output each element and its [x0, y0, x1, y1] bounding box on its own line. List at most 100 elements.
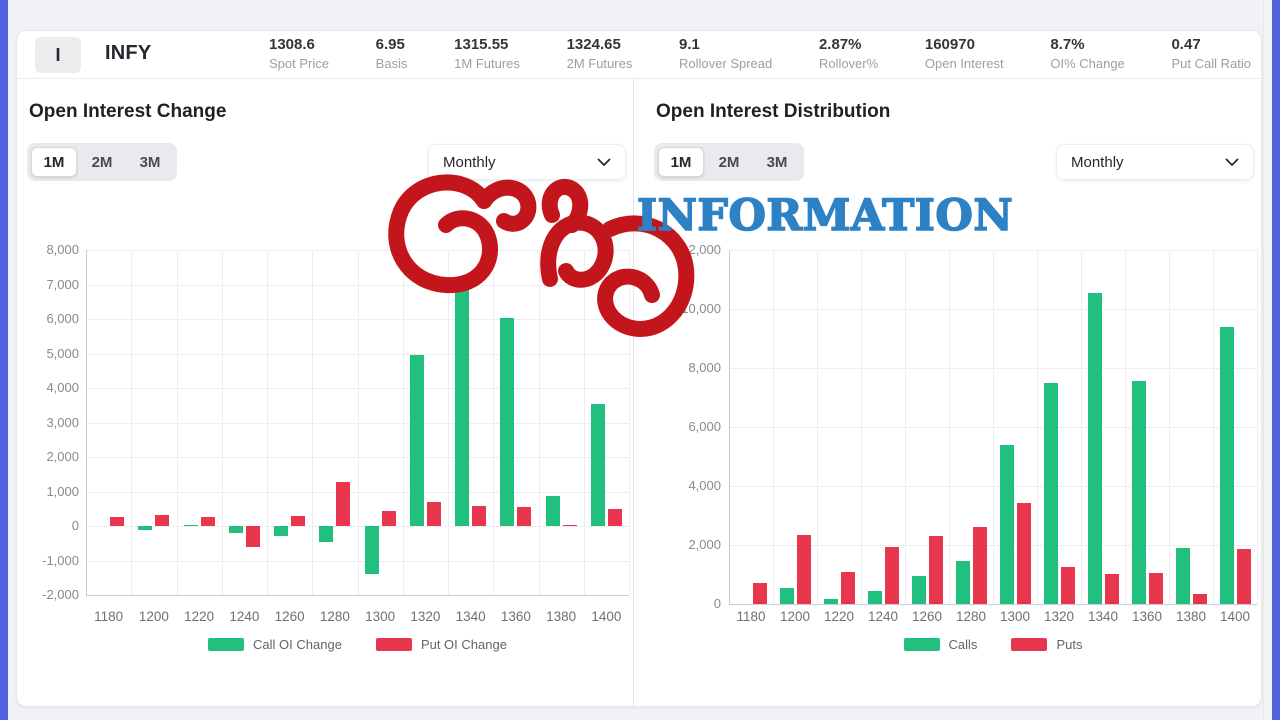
x-axis-label: 1400 [591, 609, 622, 624]
gridline-horizontal [729, 604, 1257, 605]
period-tab-2m[interactable]: 2M [91, 153, 113, 171]
bar-calls-1260[interactable] [911, 576, 926, 604]
period-tab-2m[interactable]: 2M [718, 153, 740, 171]
bar-put-oi-change-1260[interactable] [291, 516, 306, 526]
panel-divider [633, 79, 634, 706]
chart-legend: Call OI Change Put OI Change [86, 637, 629, 652]
x-axis-label: 1300 [365, 609, 396, 624]
header-stat: 1324.65 2M Futures [567, 36, 633, 71]
right-expiry-dropdown[interactable]: Monthly [1056, 144, 1254, 180]
bar-call-oi-change-1400[interactable] [590, 403, 605, 526]
header-stat: 6.95 Basis [376, 36, 408, 71]
x-axis-label: 1220 [823, 609, 855, 624]
x-axis-label: 1280 [955, 609, 987, 624]
bar-puts-1400[interactable] [1236, 548, 1251, 604]
bar-puts-1280[interactable] [972, 526, 987, 604]
bar-put-oi-change-1320[interactable] [426, 501, 441, 527]
x-axis-label: 1180 [94, 609, 124, 624]
y-axis-label: 0 [71, 518, 79, 533]
bar-put-oi-change-1400[interactable] [607, 508, 622, 527]
bar-puts-1220[interactable] [840, 571, 855, 604]
bar-puts-1360[interactable] [1148, 573, 1163, 604]
gridline-vertical [221, 250, 223, 595]
stat-label: 2M Futures [566, 56, 633, 71]
bar-puts-1180[interactable] [752, 583, 767, 604]
bar-put-oi-change-1280[interactable] [336, 482, 351, 526]
legend-item: Put OI Change [375, 637, 507, 652]
bar-put-oi-change-1200[interactable] [155, 515, 170, 526]
period-tab-3m[interactable]: 3M [139, 153, 161, 171]
bar-call-oi-change-1320[interactable] [409, 355, 424, 526]
left-expiry-dropdown[interactable]: Monthly [428, 144, 626, 180]
bar-calls-1220[interactable] [823, 599, 838, 604]
bar-calls-1380[interactable] [1175, 548, 1190, 604]
gridline-vertical [861, 250, 862, 604]
right-period-tabs: 1M 2M 3M [654, 143, 804, 181]
bar-call-oi-change-1260[interactable] [274, 526, 289, 537]
legend-item: Puts [1011, 637, 1082, 652]
x-axis-label: 1380 [546, 609, 577, 624]
bar-call-oi-change-1380[interactable] [545, 495, 560, 526]
bar-calls-1240[interactable] [867, 590, 882, 604]
gridline-vertical [131, 250, 133, 595]
bar-puts-1240[interactable] [884, 547, 899, 604]
x-axis-label: 1360 [1131, 609, 1163, 624]
bar-calls-1300[interactable] [999, 445, 1014, 604]
bar-calls-1360[interactable] [1131, 381, 1146, 604]
bar-puts-1300[interactable] [1016, 502, 1031, 604]
legend-item: Calls [903, 637, 977, 652]
header-divider [17, 78, 1261, 79]
bar-puts-1200[interactable] [796, 534, 811, 604]
bar-put-oi-change-1300[interactable] [381, 511, 396, 526]
legend-swatch [903, 638, 940, 651]
bar-puts-1380[interactable] [1192, 594, 1207, 604]
bar-call-oi-change-1200[interactable] [138, 526, 153, 531]
bar-put-oi-change-1340[interactable] [472, 506, 487, 526]
period-tab-3m[interactable]: 3M [766, 153, 788, 171]
telugu-overlay-drawing [388, 174, 695, 337]
bar-call-oi-change-1300[interactable] [364, 526, 379, 575]
bar-calls-1320[interactable] [1043, 382, 1058, 605]
x-axis-label: 1340 [455, 609, 486, 624]
y-axis-label: 3,000 [46, 414, 79, 430]
bar-put-oi-change-1240[interactable] [245, 526, 260, 547]
x-axis-label: 1260 [274, 609, 305, 624]
bar-calls-1280[interactable] [955, 560, 970, 604]
bar-call-oi-change-1220[interactable] [183, 525, 198, 527]
bar-call-oi-change-1360[interactable] [500, 318, 515, 526]
stat-label: Put Call Ratio [1171, 56, 1251, 71]
right-panel-title: Open Interest Distribution [656, 101, 891, 122]
stat-value: 1315.55 [454, 36, 509, 53]
bar-call-oi-change-1340[interactable] [455, 284, 470, 526]
gridline-vertical [1213, 250, 1214, 604]
legend-item: Call OI Change [208, 637, 342, 652]
x-axis-label: 1320 [410, 609, 441, 624]
x-axis-label: 1280 [319, 609, 350, 624]
bar-put-oi-change-1360[interactable] [517, 507, 532, 526]
legend-label: Puts [1056, 637, 1083, 652]
bar-puts-1340[interactable] [1104, 574, 1119, 604]
bar-put-oi-change-1220[interactable] [200, 517, 215, 526]
gridline-vertical [905, 250, 906, 604]
period-tab-1m[interactable]: 1M [658, 147, 704, 177]
bar-call-oi-change-1280[interactable] [319, 526, 334, 542]
bar-put-oi-change-1380[interactable] [562, 525, 577, 526]
header-stats: 1308.6 Spot Price 6.95 Basis 1315.55 1M Futur… [269, 36, 1251, 71]
bar-calls-1200[interactable] [779, 587, 794, 604]
bar-calls-1340[interactable] [1087, 292, 1102, 604]
header-stat: 8.7% OI% Change [1050, 36, 1124, 71]
scrollbar-track[interactable] [1263, 0, 1272, 720]
bar-call-oi-change-1240[interactable] [228, 526, 243, 533]
bar-put-oi-change-1180[interactable] [110, 517, 125, 526]
gridline-vertical [538, 250, 540, 595]
stat-value: 1308.6 [269, 36, 315, 53]
gridline-vertical [729, 250, 730, 604]
period-tab-1m[interactable]: 1M [31, 147, 77, 177]
y-axis-label: 6,000 [46, 311, 79, 326]
bar-puts-1320[interactable] [1060, 567, 1075, 604]
left-expiry-value: Monthly [443, 153, 496, 171]
gridline-vertical [1037, 250, 1038, 604]
bar-calls-1400[interactable] [1219, 326, 1234, 604]
gridline-vertical [493, 250, 495, 595]
bar-puts-1260[interactable] [928, 536, 943, 604]
